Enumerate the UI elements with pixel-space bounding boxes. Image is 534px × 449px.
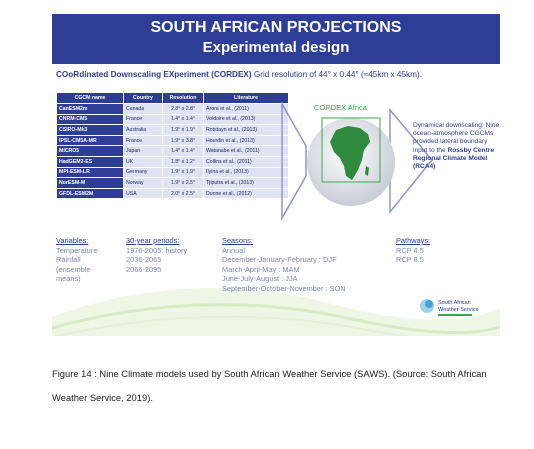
cordex-africa-globe (281, 101, 433, 221)
table-row: NorESM-M Norway 1.9° x 2.5° Tjiputra et al.… (56, 177, 289, 189)
table-cell: Watanabe et al., (2011) (203, 145, 289, 157)
background-swoosh (52, 288, 500, 336)
table-row: MPI-ESM-LR Germany 1.9° x 1.9° Ilyina et al… (56, 166, 289, 179)
season-item: December-January-February : DJF (222, 255, 337, 265)
periods-heading: 30-year periods: (126, 236, 180, 245)
figure-caption: Figure 14 : Nine Climate models used by … (52, 368, 487, 403)
pathway-item: RCP 4.5 (396, 245, 424, 255)
table-row: GFDL-ESM2M USA 2.0° x 2.5° Dunne et al., (2… (56, 187, 289, 200)
left-arrow-shape (281, 101, 307, 221)
table-cell: Arora et al., (2011) (203, 103, 289, 115)
slide-subtitle: Experimental design (202, 39, 350, 56)
table-cell: 1.9° x 1.9° (162, 166, 204, 179)
table-cell: Rotstayn et al., (2013) (203, 124, 289, 136)
season-item: September-October-November : SON (222, 283, 346, 293)
variables-heading: Variables: (56, 236, 89, 245)
table-cell: 2.0° x 2.5° (162, 187, 204, 200)
variable-item: (ensemble (56, 264, 91, 274)
seasons-column: Seasons: Annual December-January-Februar… (222, 236, 346, 294)
table-row: MICRO5 Japan 1.4° x 1.4° Watanabe et al., (… (56, 145, 289, 157)
table-cell: 1.4° x 1.4° (162, 145, 204, 157)
table-body: CanESM2m Canada 2.8° x 2.8° Arora et al., (… (56, 103, 289, 200)
column-header: CGCM name (56, 92, 124, 104)
variable-item: Rainfall (56, 255, 81, 265)
africa-map-shape (330, 126, 370, 180)
slide-image: SOUTH AFRICAN PROJECTIONS Experimental d… (52, 14, 500, 336)
table-cell: MICRO5 (56, 145, 124, 157)
variable-item: means) (56, 274, 81, 284)
table-cell: GFDL-ESM2M (56, 187, 124, 200)
table-cell: Collins et al., (2011) (203, 155, 289, 168)
table-cell: CSIRO-Mk3 (56, 124, 124, 136)
period-item: 2066-2095 (126, 264, 162, 274)
table-cell: NorESM-M (56, 177, 124, 189)
table-cell: 1.9° x 1.9° (162, 124, 204, 136)
table-cell: Ilyina et al., (2013) (203, 166, 289, 179)
downscaling-text: Dynamical downscaling: Nine ocean-atmosp… (413, 122, 500, 154)
period-item: 2036-2065 (126, 255, 162, 265)
table-cell: Canada (123, 103, 163, 115)
table-cell: France (123, 134, 163, 147)
table-cell: IPSL-CM5A-MR (56, 134, 124, 147)
cordex-resolution: Grid resolution of 44° x 0.44° (≈45km x … (251, 70, 422, 79)
table-cell: Australia (123, 124, 163, 136)
table-cell: UK (123, 155, 163, 168)
pathways-heading: Pathways: (396, 236, 431, 245)
table-cell: Tjiputra et al., (2013) (203, 177, 289, 189)
table-cell: 2.8° x 2.8° (162, 103, 204, 115)
table-cell: Voldoire et al., (2013) (203, 113, 289, 126)
table-row: CanESM2m Canada 2.8° x 2.8° Arora et al., (… (56, 103, 289, 115)
saws-logo: South African Weather Service (420, 299, 479, 316)
table-cell: USA (123, 187, 163, 200)
period-item: 1976-2005: history (126, 245, 188, 255)
downscaling-description: Dynamical downscaling: Nine ocean-atmosp… (413, 122, 500, 171)
table-cell: 1.9° x 2.5° (162, 177, 204, 189)
table-cell: 1.9° x 3.8° (162, 134, 204, 147)
table-cell: Japan (123, 145, 163, 157)
table-row: HadGEM2-ES UK 1.8° x 1.2° Collins et al., (… (56, 155, 289, 168)
pathway-item: RCP 8.5 (396, 255, 424, 265)
table-cell: Hourdin et al., (2013) (203, 134, 289, 147)
periods-column: 30-year periods: 1976-2005: history 2036… (126, 236, 187, 274)
logo-text-line1: South African (438, 300, 471, 306)
table-row: IPSL-CM5A-MR France 1.9° x 3.8° Hourdin et … (56, 134, 289, 147)
table-cell: CNRM-CM5 (56, 113, 124, 126)
table-cell: CanESM2m (56, 103, 124, 115)
column-header: Country (123, 92, 163, 104)
logo-text-line2: Weather Service (438, 307, 479, 313)
table-cell: France (123, 113, 163, 126)
season-item: Annual (222, 245, 246, 255)
rca4-model-name: Rossby Centre Regional Climate Model (RC… (413, 146, 495, 171)
table-row: CSIRO-Mk3 Australia 1.9° x 1.9° Rotstayn et… (56, 124, 289, 136)
gcm-table: CGCM name Country Resolution Literature … (56, 92, 289, 200)
globe-label: CORDEX Africa (314, 103, 367, 112)
variable-item: Temperature (56, 245, 98, 255)
cordex-description: COoRdinated Downscaling EXperiment (CORD… (56, 70, 496, 79)
season-item: June-July-August : JJA (222, 274, 298, 284)
table-cell: 1.4° x 1.4° (162, 113, 204, 126)
table-row: CNRM-CM5 France 1.4° x 1.4° Voldoire et al.… (56, 113, 289, 126)
table-cell: MPI-ESM-LR (56, 166, 124, 179)
table-cell: Dunne et al., (2012) (203, 187, 289, 200)
table-header-row: CGCM name Country Resolution Literature (56, 92, 289, 104)
seasons-heading: Seasons: (222, 236, 253, 245)
season-item: March-April-May : MAM (222, 264, 300, 274)
table-cell: HadGEM2-ES (56, 155, 124, 168)
table-cell: 1.8° x 1.2° (162, 155, 204, 168)
cordex-name: COoRdinated Downscaling EXperiment (CORD… (56, 70, 252, 79)
pathways-column: Pathways: RCP 4.5 RCP 8.5 (396, 236, 430, 265)
column-header: Resolution (162, 92, 204, 104)
variables-column: Variables: Temperature Rainfall (ensembl… (56, 236, 98, 284)
table-cell: Norway (123, 177, 163, 189)
slide-title: SOUTH AFRICAN PROJECTIONS (150, 19, 402, 36)
title-banner: SOUTH AFRICAN PROJECTIONS Experimental d… (52, 14, 500, 64)
table-cell: Germany (123, 166, 163, 179)
column-header: Literature (203, 92, 289, 104)
